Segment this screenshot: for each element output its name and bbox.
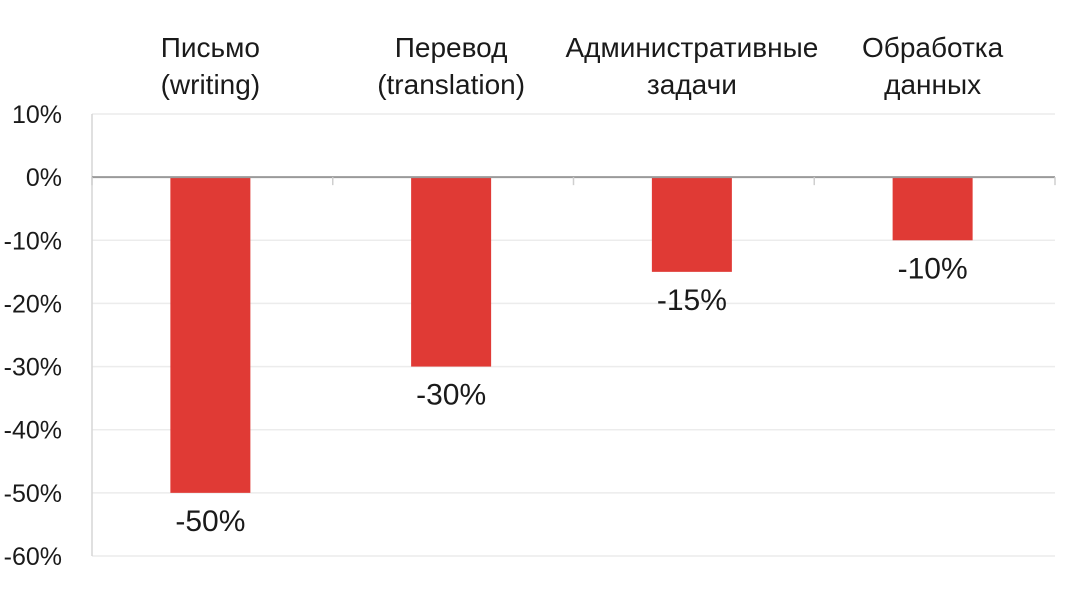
y-tick-label: -10%	[4, 227, 62, 255]
data-label: -30%	[416, 379, 486, 412]
category-label: Перевод	[395, 32, 508, 63]
y-tick-label: -20%	[4, 290, 62, 318]
category-label: (translation)	[377, 69, 525, 100]
y-tick-label: 0%	[26, 164, 62, 192]
bar	[411, 177, 492, 367]
data-label: -50%	[175, 505, 245, 538]
bar	[892, 177, 973, 241]
bar	[651, 177, 732, 272]
y-tick-label: -50%	[4, 480, 62, 508]
data-label: -10%	[898, 252, 968, 285]
y-tick-label: -30%	[4, 354, 62, 382]
category-label: Обработка	[862, 32, 1004, 63]
gridlines	[92, 113, 1055, 557]
category-label: данных	[884, 69, 981, 100]
category-label: Административные	[565, 32, 818, 63]
category-label: Письмо	[161, 32, 260, 63]
data-label: -15%	[657, 284, 727, 317]
category-label: (writing)	[161, 69, 261, 100]
labels: 10% 0% -10% -20% -30% -40% -50% -60% -50% Письмо (…	[4, 32, 1004, 571]
axes	[91, 114, 1056, 556]
bars	[170, 177, 973, 493]
bar	[170, 177, 251, 493]
category-label: задачи	[647, 69, 737, 100]
y-tick-label: 10%	[12, 101, 62, 129]
y-tick-label: -60%	[4, 543, 62, 571]
y-tick-label: -40%	[4, 417, 62, 445]
